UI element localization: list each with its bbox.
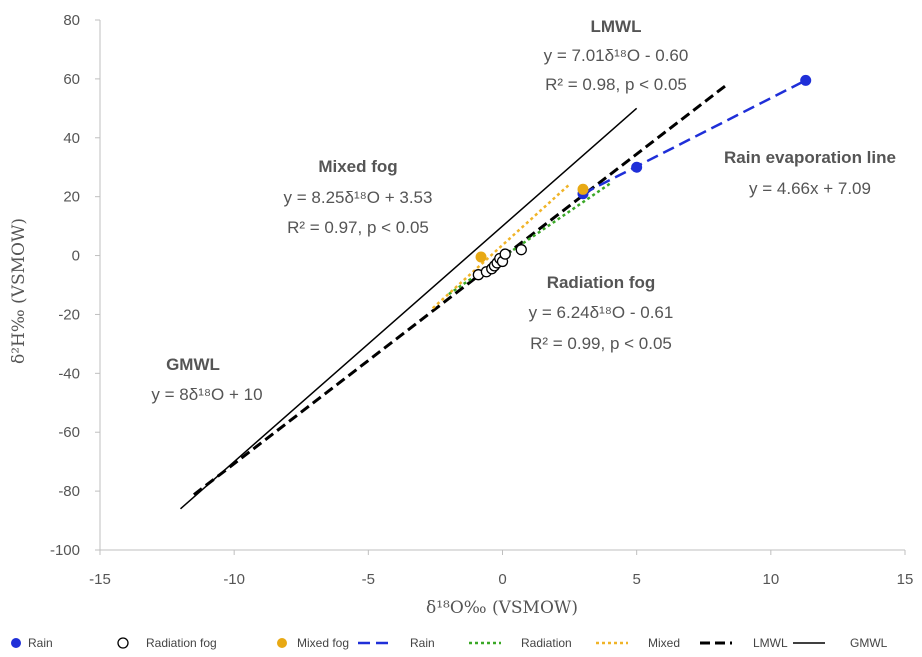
point-rain [800, 74, 812, 86]
x-tick-label: 10 [762, 571, 779, 588]
y-tick-label: -60 [58, 424, 80, 441]
annotation-mixed-title: Mixed fog [318, 157, 397, 176]
y-tick-label: -100 [50, 542, 80, 559]
legend-0-marker [11, 638, 21, 648]
annotation-rain-title: Rain evaporation line [724, 148, 896, 167]
legend-7-label: GMWL [850, 636, 888, 650]
y-tick-label: 40 [63, 130, 80, 147]
legend: Rain Radiation fog Mixed fog Rain Radiation M… [11, 636, 888, 650]
legend-2-label: Mixed fog [297, 636, 349, 650]
y-tick-label: 60 [63, 71, 80, 88]
legend-1-marker [117, 637, 129, 649]
annotation-radiation-equation: y = 6.24δ¹⁸O - 0.61 [529, 303, 674, 322]
series-lines [180, 79, 807, 510]
point-mixed-fog [475, 251, 487, 263]
x-tick-label: -10 [223, 571, 245, 588]
x-axis-title: δ¹⁸O‰ (VSMOW) [426, 598, 578, 618]
x-tick-label: -15 [89, 571, 111, 588]
x-tick-label: 0 [498, 571, 506, 588]
point-rain [631, 161, 643, 173]
y-tick-label: 80 [63, 12, 80, 29]
legend-2-marker [277, 638, 287, 648]
line-gmwl [180, 107, 638, 510]
line-mixed [431, 183, 571, 310]
legend-6-label: LMWL [753, 636, 788, 650]
legend-5-label: Mixed [648, 636, 680, 650]
point-mixed-fog [577, 183, 589, 195]
y-tick-label: 20 [63, 189, 80, 206]
y-tick-label: -80 [58, 483, 80, 500]
annotation-lmwl-title: LMWL [591, 17, 642, 36]
point-radiation-fog [499, 248, 511, 260]
axes: -15 -10 -5 0 5 10 15 -100 -80 -60 -40 -20 0 20 40 60 80 [50, 12, 913, 588]
annotation-gmwl-equation: y = 8δ¹⁸O + 10 [151, 385, 262, 404]
legend-3-label: Rain [410, 636, 435, 650]
x-tick-label: 15 [897, 571, 914, 588]
y-tick-label: -40 [58, 365, 80, 382]
y-axis-title: δ²H‰ (VSMOW) [9, 218, 29, 364]
x-tick-label: -5 [362, 571, 375, 588]
y-tick-label: 0 [72, 248, 80, 265]
x-tick-label: 5 [632, 571, 640, 588]
axis-titles: δ¹⁸O‰ (VSMOW) δ²H‰ (VSMOW) [9, 218, 578, 618]
line-rain [582, 79, 807, 195]
annotation-lmwl-equation: y = 7.01δ¹⁸O - 0.60 [544, 46, 689, 65]
annotation-radiation-title: Radiation fog [547, 273, 656, 292]
line-lmwl [193, 84, 727, 496]
annotation-gmwl-title: GMWL [166, 355, 220, 374]
annotation-mixed-equation: y = 8.25δ¹⁸O + 3.53 [284, 188, 433, 207]
annotation-radiation-stats: R² = 0.99, p < 0.05 [530, 334, 672, 353]
legend-0-label: Rain [28, 636, 53, 650]
y-tick-label: -20 [58, 306, 80, 323]
annotation-lmwl-stats: R² = 0.98, p < 0.05 [545, 75, 687, 94]
legend-1-label: Radiation fog [146, 636, 217, 650]
series-points [472, 74, 812, 281]
point-radiation-fog [515, 244, 527, 256]
annotations: LMWL y = 7.01δ¹⁸O - 0.60 R² = 0.98, p < … [151, 17, 896, 404]
annotation-rain-equation: y = 4.66x + 7.09 [749, 179, 871, 198]
annotation-mixed-stats: R² = 0.97, p < 0.05 [287, 218, 429, 237]
legend-4-label: Radiation [521, 636, 572, 650]
